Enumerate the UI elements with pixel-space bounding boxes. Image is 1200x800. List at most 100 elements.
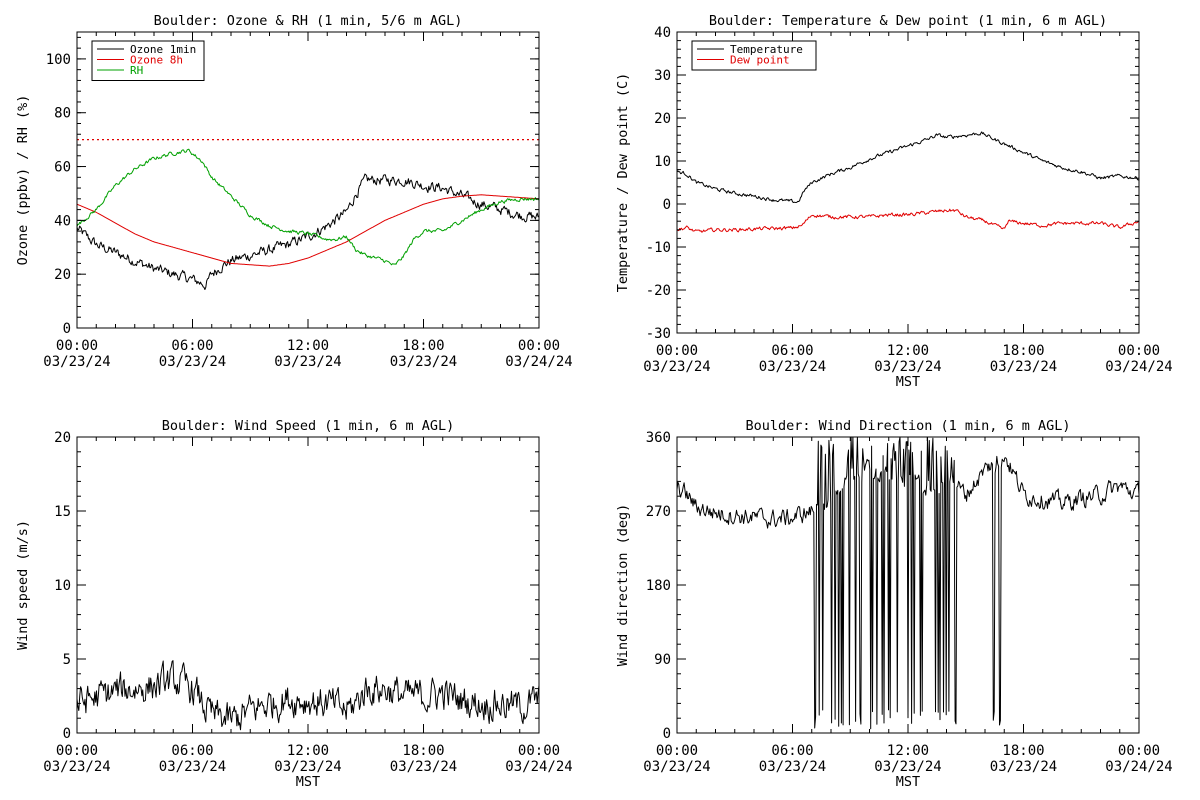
temp-series-dew-point-line [677, 208, 1139, 233]
temp-x-tick-date: 03/23/24 [643, 359, 710, 375]
wdir-x-axis-label: MST [896, 774, 920, 790]
wspd-x-tick-date: 03/23/24 [43, 759, 110, 775]
temp-x-tick-time: 12:00 [887, 343, 929, 359]
wspd-y-tick-label: 10 [54, 578, 71, 594]
wspd-y-axis-label: Wind speed (m/s) [15, 520, 31, 650]
wdir-y-tick-label: 90 [654, 652, 671, 668]
wspd-x-tick-time: 00:00 [56, 743, 98, 759]
wdir-x-tick-date: 03/23/24 [643, 759, 710, 775]
wspd-x-tick-time: 18:00 [402, 743, 444, 759]
temp-y-tick-label: 20 [654, 111, 671, 127]
temp-x-tick-date: 03/24/24 [1105, 359, 1172, 375]
temp-x-tick-date: 03/23/24 [759, 359, 826, 375]
wspd-x-tick-date: 03/24/24 [505, 759, 572, 775]
ozone-x-tick-time: 00:00 [56, 338, 98, 354]
ozone-y-axis-label: Ozone (ppbv) / RH (%) [15, 95, 31, 266]
wdir-x-tick-time: 12:00 [887, 743, 929, 759]
wspd-series-0-line [77, 660, 539, 731]
wdir-x-tick-time: 18:00 [1002, 743, 1044, 759]
temp-plot-frame [676, 31, 1140, 334]
ozone-title: Boulder: Ozone & RH (1 min, 5/6 m AGL) [154, 13, 463, 29]
temp-y-tick-label: 40 [654, 25, 671, 41]
ozone-legend-label: Ozone 8h [130, 54, 183, 67]
wdir-panel: Boulder: Wind Direction (1 min, 6 m AGL)… [615, 418, 1173, 790]
temp-x-tick-time: 00:00 [1118, 343, 1160, 359]
temp-panel: Boulder: Temperature & Dew point (1 min,… [615, 13, 1173, 390]
wspd-y-tick-label: 15 [54, 504, 71, 520]
temp-series-temperature-line [677, 131, 1139, 203]
ozone-y-tick-label: 20 [54, 267, 71, 283]
ozone-legend-label: Ozone 1min [130, 43, 196, 56]
wdir-x-tick-date: 03/23/24 [990, 759, 1057, 775]
wdir-title: Boulder: Wind Direction (1 min, 6 m AGL) [745, 418, 1070, 434]
wspd-y-tick-label: 0 [63, 726, 71, 742]
wspd-x-tick-time: 00:00 [518, 743, 560, 759]
temp-x-tick-time: 00:00 [656, 343, 698, 359]
wspd-x-tick-date: 03/23/24 [274, 759, 341, 775]
wspd-data-group [77, 660, 539, 731]
wdir-series-0-line [677, 437, 1139, 730]
temp-y-tick-label: 10 [654, 154, 671, 170]
ozone-y-tick-label: 0 [63, 321, 71, 337]
wspd-panel: Boulder: Wind Speed (1 min, 6 m AGL) Wind… [15, 418, 573, 790]
temp-y-tick-label: 30 [654, 68, 671, 84]
wspd-y-tick-label: 5 [63, 652, 71, 668]
wspd-x-tick-time: 06:00 [171, 743, 213, 759]
ozone-panel: Boulder: Ozone & RH (1 min, 5/6 m AGL) Oz… [15, 13, 573, 370]
wspd-x-tick-date: 03/23/24 [159, 759, 226, 775]
ozone-y-tick-label: 80 [54, 106, 71, 122]
ozone-series-rh-line [77, 148, 539, 266]
ozone-data-group [77, 139, 539, 290]
ozone-y-tick-label: 40 [54, 213, 71, 229]
temp-y-axis-label: Temperature / Dew point (C) [615, 73, 631, 292]
temp-y-tick-label: 0 [663, 197, 671, 213]
temp-y-tick-label: -30 [646, 326, 671, 342]
ozone-x-tick-time: 06:00 [171, 338, 213, 354]
wspd-title: Boulder: Wind Speed (1 min, 6 m AGL) [162, 418, 455, 434]
temp-legend-label: Temperature [730, 43, 803, 56]
wdir-y-tick-label: 360 [646, 430, 671, 446]
ozone-x-tick-date: 03/23/24 [274, 354, 341, 370]
wspd-x-axis-label: MST [296, 774, 320, 790]
wdir-x-tick-date: 03/23/24 [759, 759, 826, 775]
wdir-y-axis-label: Wind direction (deg) [615, 504, 631, 667]
wspd-x-tick-date: 03/23/24 [390, 759, 457, 775]
temp-y-tick-label: -10 [646, 240, 671, 256]
wdir-data-group [677, 437, 1139, 730]
wdir-x-tick-time: 06:00 [771, 743, 813, 759]
temp-x-axis-label: MST [896, 374, 920, 390]
temp-x-tick-time: 18:00 [1002, 343, 1044, 359]
ozone-x-tick-date: 03/23/24 [43, 354, 110, 370]
ozone-legend-label: RH [130, 64, 143, 77]
temp-x-tick-time: 06:00 [771, 343, 813, 359]
ozone-x-tick-date: 03/23/24 [390, 354, 457, 370]
wdir-x-tick-time: 00:00 [1118, 743, 1160, 759]
ozone-legend-box [91, 40, 205, 81]
ozone-x-tick-date: 03/23/24 [159, 354, 226, 370]
ozone-x-tick-time: 18:00 [402, 338, 444, 354]
temp-x-tick-date: 03/23/24 [990, 359, 1057, 375]
wdir-y-tick-label: 270 [646, 504, 671, 520]
wdir-x-tick-date: 03/24/24 [1105, 759, 1172, 775]
wdir-x-tick-time: 00:00 [656, 743, 698, 759]
wspd-y-tick-label: 20 [54, 430, 71, 446]
wdir-y-tick-label: 180 [646, 578, 671, 594]
ozone-y-tick-label: 60 [54, 160, 71, 176]
ozone-x-tick-time: 12:00 [287, 338, 329, 354]
wdir-y-tick-label: 0 [663, 726, 671, 742]
temp-data-group [677, 131, 1139, 233]
temp-legend-label: Dew point [730, 54, 790, 67]
temp-title: Boulder: Temperature & Dew point (1 min,… [709, 13, 1107, 29]
wspd-x-tick-time: 12:00 [287, 743, 329, 759]
ozone-x-tick-time: 00:00 [518, 338, 560, 354]
wdir-x-tick-date: 03/23/24 [874, 759, 941, 775]
temp-legend-box [691, 40, 817, 71]
ozone-series-ozone-8h-line [77, 194, 539, 267]
ozone-series-ozone-1min-line [77, 173, 539, 290]
ozone-y-tick-label: 100 [46, 52, 71, 68]
temp-y-tick-label: -20 [646, 283, 671, 299]
temp-x-tick-date: 03/23/24 [874, 359, 941, 375]
ozone-x-tick-date: 03/24/24 [505, 354, 572, 370]
